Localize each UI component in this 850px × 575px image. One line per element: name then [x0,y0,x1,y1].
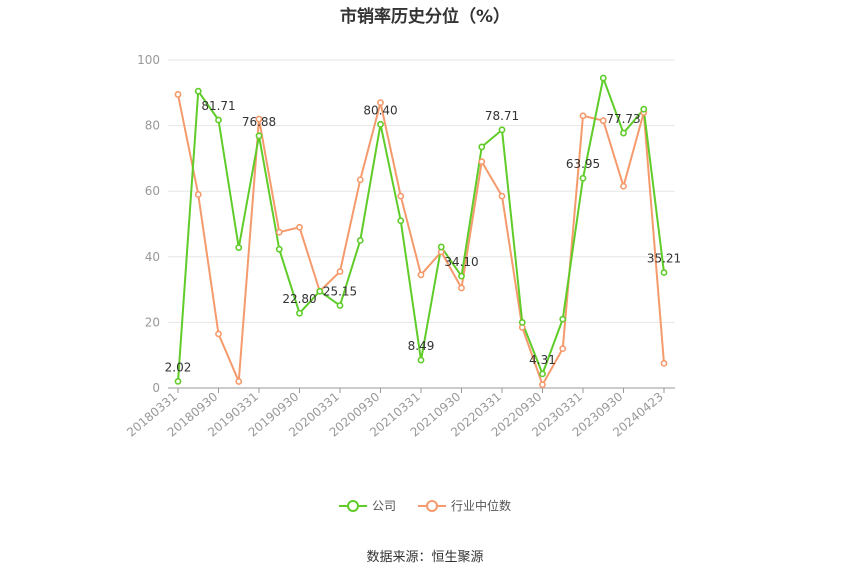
data-point-company [640,105,648,113]
data-label: 22.80 [282,292,316,306]
data-point-company [458,272,465,280]
data-point-company [498,126,506,134]
data-point-industry [478,158,486,166]
data-point-industry [296,223,303,231]
data-point-company [255,132,263,140]
data-point-industry [275,228,283,236]
data-point-company [478,143,486,151]
data-point-company [599,74,607,82]
series-points [174,74,668,389]
source-note: 数据来源：恒生聚源 [366,550,484,565]
data-point-industry [559,345,567,353]
data-point-industry [255,115,263,123]
data-point-company [620,129,627,137]
grid-lines [168,59,675,323]
data-label: 80.40 [363,103,397,117]
data-label: 2.02 [165,360,192,374]
data-point-industry [397,192,405,200]
data-point-industry [498,192,506,200]
x-axis: 2018033120180930201903312019093020200331… [124,387,675,440]
y-tick-label: 40 [145,250,160,264]
y-tick-label: 100 [137,53,160,67]
data-point-company [539,370,546,378]
data-point-industry [539,381,546,389]
data-label: 81.71 [201,99,235,113]
legend-label-industry: 行业中位数 [451,499,512,513]
legend: 公司 行业中位数 [0,497,850,514]
data-point-company [215,116,222,124]
data-point-company [174,377,182,385]
data-point-industry [377,99,384,107]
legend-label-company: 公司 [371,499,396,513]
data-point-company [336,302,344,309]
data-point-industry [458,284,465,292]
chart-plot: 0 20 40 60 80 100 201803312018093020190331201… [124,53,682,440]
data-point-company [559,315,567,323]
data-point-industry [620,182,627,190]
data-point-industry [336,268,344,275]
data-point-company [579,174,587,182]
data-point-industry [417,271,425,279]
data-point-industry [215,330,222,338]
data-label: 78.71 [485,109,519,123]
data-point-company [437,243,445,251]
data-label: 8.49 [408,339,435,353]
data-label: 34.10 [444,255,478,269]
data-point-company [660,269,668,276]
data-point-industry [356,176,364,184]
data-point-company [316,287,324,295]
data-point-company [356,236,364,244]
chart-title: 市销率历史分位（%） [339,7,511,27]
data-label: 25.15 [323,285,357,299]
data-point-company [194,87,202,95]
data-point-company [296,309,303,317]
legend-item-industry[interactable]: 行业中位数 [418,497,511,514]
data-point-company [397,217,405,225]
data-point-company [377,120,384,128]
legend-item-company[interactable]: 公司 [338,497,396,514]
legend-swatch-industry [418,499,446,513]
data-label: 63.95 [566,157,600,171]
data-point-company [417,356,425,364]
data-point-industry [660,359,668,367]
data-point-company [275,245,283,253]
y-tick-label: 0 [152,381,160,395]
data-labels: 2.02 81.71 76.88 22.80 25.15 80.40 8.49 34.10 78… [165,99,682,374]
y-tick-label: 80 [145,119,160,133]
data-label: 35.21 [647,252,681,266]
data-label: 76.88 [242,115,276,129]
data-label: 77.73 [606,112,640,126]
data-point-industry [599,117,607,125]
data-point-industry [579,112,587,120]
data-label: 4.31 [529,353,556,367]
y-axis-ticks: 0 20 40 60 80 100 [137,53,160,395]
data-point-industry [194,191,202,198]
y-tick-label: 20 [145,315,160,329]
data-point-industry [235,378,243,385]
legend-swatch-company [338,499,367,513]
y-tick-label: 60 [145,184,160,198]
data-point-industry [174,91,182,98]
data-point-company [518,318,526,326]
data-point-company [235,244,243,252]
